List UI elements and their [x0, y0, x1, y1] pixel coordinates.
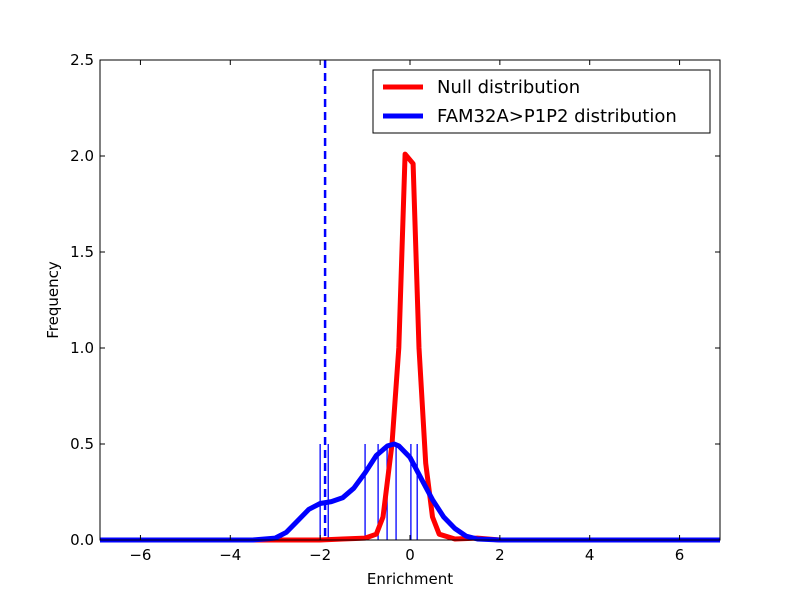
- y-tick-label: 0.0: [70, 531, 94, 549]
- y-tick-label: 2.0: [70, 147, 94, 165]
- x-tick-label: −2: [309, 546, 331, 564]
- legend-box: [372, 69, 711, 134]
- series-line-0: [100, 151, 720, 543]
- x-tick-label: 6: [675, 546, 685, 564]
- x-tick-label: 0: [405, 546, 415, 564]
- ticks: −6 −4 −2 0 2 4 6 0.0 0.5 1.0 1.5 2.0 2.5: [70, 51, 720, 564]
- legend: Null distribution FAM32A>P1P2 distributi…: [372, 69, 711, 134]
- y-tick-label: 2.5: [70, 51, 94, 69]
- x-tick-label: 4: [585, 546, 595, 564]
- series-line-1: [100, 441, 720, 543]
- legend-label-fam32a: FAM32A>P1P2 distribution: [437, 106, 677, 127]
- x-tick-label: −6: [129, 546, 151, 564]
- x-tick-label: −4: [219, 546, 241, 564]
- y-axis-label: Frequency: [44, 261, 62, 339]
- y-tick-label: 1.0: [70, 339, 94, 357]
- y-tick-label: 0.5: [70, 435, 94, 453]
- y-tick-label: 1.5: [70, 243, 94, 261]
- legend-label-null: Null distribution: [437, 77, 580, 98]
- plot-area: [100, 60, 720, 543]
- x-axis-label: Enrichment: [367, 570, 453, 588]
- x-tick-label: 2: [495, 546, 505, 564]
